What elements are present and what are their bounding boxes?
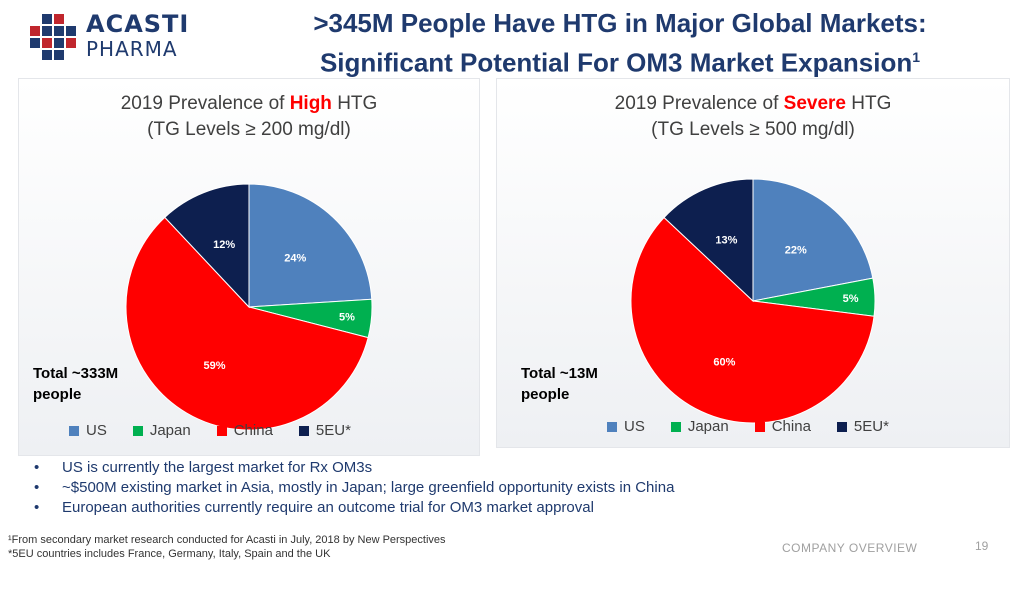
legend-label: Japan [687, 418, 729, 435]
pie-slice-china [125, 216, 369, 431]
legend-swatch [132, 425, 143, 436]
bullet-item: US is currently the largest market for R… [34, 458, 994, 478]
slide-title-line1: >345M People Have HTG in Major Global Ma… [313, 8, 927, 38]
pie-slice-china [630, 216, 875, 424]
chart-subtitle: (TG Levels ≥ 200 mg/dl) [147, 119, 351, 140]
chart-subtitle: (TG Levels ≥ 500 mg/dl) [651, 119, 855, 140]
footnote-5eu: *5EU countries includes France, Germany,… [8, 548, 331, 560]
slice-data-label: 22% [785, 244, 807, 256]
chart-title: 2019 Prevalence of High HTG [120, 93, 378, 114]
severe-htg-panel: 2019 Prevalence of Severe HTG (TG Levels… [496, 78, 1010, 448]
bullet-item: ~$500M existing market in Asia, mostly i… [34, 478, 994, 498]
legend-swatch [298, 425, 309, 436]
legend-item: 5EU* [298, 422, 351, 439]
legend-swatch [607, 421, 617, 432]
slice-data-label: 5% [339, 311, 355, 323]
page-number: 19 [975, 539, 989, 553]
pie-chart-severe: 22% 5% 60% 13% [630, 178, 876, 424]
legend-item: 5EU* [836, 418, 889, 435]
legend-label: US [86, 422, 107, 439]
legend-label: China [233, 422, 273, 439]
chart-legend: US Japan China 5EU* [69, 422, 377, 439]
slice-data-label: 59% [204, 360, 226, 372]
legend-swatch [216, 425, 227, 436]
pie-slice-us [248, 183, 373, 308]
legend-item: China [754, 418, 811, 435]
slice-data-label: 24% [284, 253, 306, 265]
slide-title-line2: Significant Potential For OM3 Market Exp… [319, 47, 921, 78]
legend-item: China [216, 422, 273, 439]
pie-slice-5eu [164, 183, 250, 309]
legend-swatch [69, 425, 79, 436]
footnotes: ¹From secondary market research conducte… [8, 533, 446, 561]
bullet-item: European authorities currently require a… [34, 498, 994, 518]
legend-item: US [607, 418, 645, 435]
legend-label: 5EU* [315, 422, 351, 439]
legend-item: Japan [670, 418, 729, 435]
slice-data-label: 60% [713, 357, 735, 369]
slice-data-label: 13% [715, 234, 737, 246]
slide-title: >345M People Have HTG in Major Global Ma… [220, 6, 1020, 80]
section-label: COMPANY OVERVIEW [782, 541, 918, 555]
slice-data-label: 12% [213, 239, 235, 251]
title-footnote-mark: 1 [912, 49, 921, 65]
slice-data-label: 5% [843, 293, 859, 305]
legend-item: US [69, 422, 107, 439]
logo-subname: PHARMA [86, 37, 178, 61]
chart-title: 2019 Prevalence of Severe HTG [614, 93, 892, 114]
logo-name: ACASTI [86, 10, 190, 38]
pie-chart-high: 24% 5% 59% 12% [125, 183, 373, 431]
pie-slice-5eu [663, 178, 754, 303]
legend-swatch [836, 421, 847, 432]
legend-label: 5EU* [853, 418, 889, 435]
high-htg-panel: 2019 Prevalence of High HTG (TG Levels ≥… [18, 78, 480, 456]
legend-swatch [754, 421, 765, 432]
key-points-list: US is currently the largest market for R… [34, 458, 994, 518]
pie-slice-us [752, 178, 874, 302]
legend-label: China [771, 418, 811, 435]
total-label: Total ~13M people [521, 365, 598, 403]
legend-label: US [624, 418, 645, 435]
total-label: Total ~333M people [33, 365, 119, 403]
legend-label: Japan [149, 422, 191, 439]
logo-cross-icon [30, 14, 76, 60]
legend-swatch [670, 421, 681, 432]
chart-legend: US Japan China 5EU* [607, 418, 915, 435]
company-logo: ACASTI PHARMA [22, 10, 192, 66]
footnote-source: ¹From secondary market research conducte… [8, 534, 446, 546]
legend-item: Japan [132, 422, 191, 439]
